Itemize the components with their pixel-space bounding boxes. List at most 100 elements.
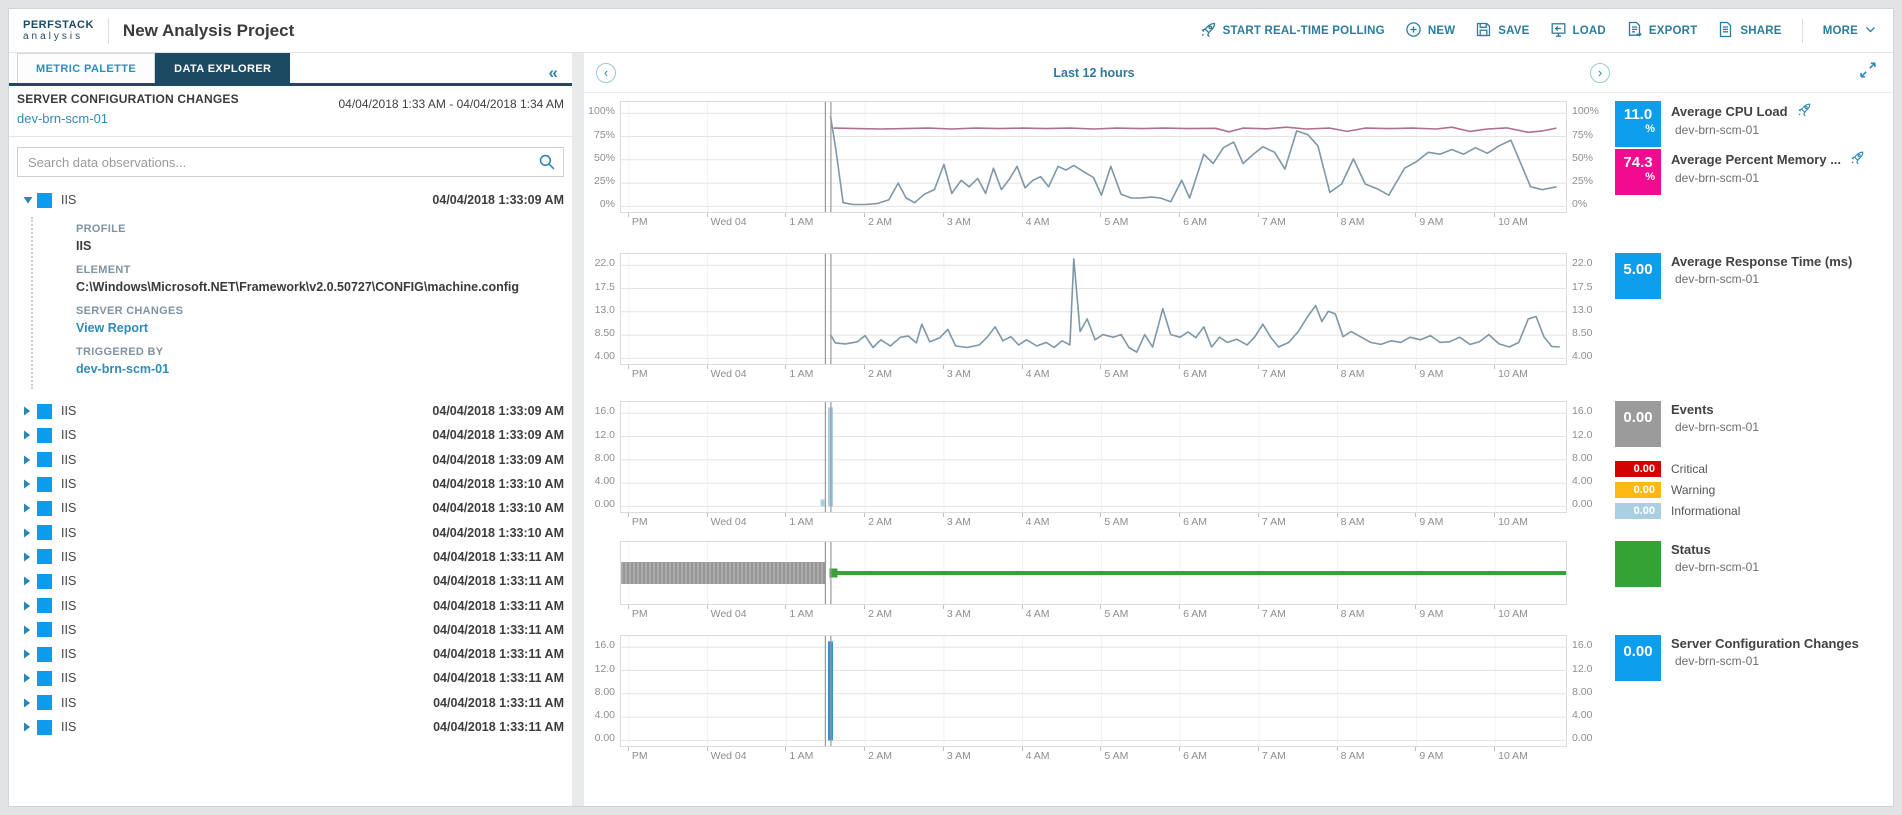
header-divider <box>107 17 109 44</box>
next-time-button[interactable]: › <box>1590 62 1610 83</box>
metric-type-icon <box>37 695 52 711</box>
save-icon <box>1475 21 1492 41</box>
observation-label: IIS <box>61 525 77 540</box>
new-button[interactable]: NEW <box>1405 21 1455 41</box>
caret-right-icon[interactable] <box>23 722 37 732</box>
observation-row[interactable]: IIS 04/04/2018 1:33:11 AM <box>9 642 572 666</box>
observation-row[interactable]: IIS 04/04/2018 1:33:11 AM <box>9 691 572 715</box>
legend-entry[interactable]: 0.00 Events dev-brn-scm-01 <box>1615 401 1893 447</box>
x-axis-label: 6 AM <box>1183 750 1208 762</box>
observation-row[interactable]: IIS 04/04/2018 1:33:09 AM <box>9 448 572 472</box>
observation-row[interactable]: IIS 04/04/2018 1:33:09 AM <box>9 399 572 423</box>
chart-canvas[interactable] <box>621 254 1566 364</box>
save-button[interactable]: SAVE <box>1475 21 1529 41</box>
entity-link[interactable]: dev-brn-scm-01 <box>17 111 109 126</box>
x-axis-label: Wed 04 <box>710 608 747 620</box>
toolbar-label: SAVE <box>1498 24 1530 37</box>
plus-circle-icon <box>1405 21 1422 41</box>
status-segment-unknown[interactable] <box>621 562 826 584</box>
caret-right-icon[interactable] <box>23 576 37 586</box>
caret-down-icon[interactable] <box>23 196 37 205</box>
caret-right-icon[interactable] <box>23 479 37 489</box>
legend-subentry: 0.00 Informational <box>1615 503 1893 519</box>
caret-right-icon[interactable] <box>23 430 37 440</box>
legend-entry[interactable]: 0.00 Server Configuration Changes dev-br… <box>1615 635 1893 681</box>
metric-type-icon <box>37 403 52 419</box>
tab-metric-palette[interactable]: METRIC PALETTE <box>17 53 156 83</box>
export-button[interactable]: EXPORT <box>1626 21 1698 41</box>
caret-right-icon[interactable] <box>23 528 37 538</box>
x-axis-label: 9 AM <box>1419 750 1444 762</box>
observation-timestamp: 04/04/2018 1:33:11 AM <box>433 622 564 637</box>
observation-row[interactable]: IIS 04/04/2018 1:33:11 AM <box>9 618 572 642</box>
x-axis-tick <box>942 213 944 217</box>
observation-row-expanded[interactable]: IIS 04/04/2018 1:33:09 AM <box>9 187 572 213</box>
more-button[interactable]: MORE <box>1823 23 1877 39</box>
observation-row[interactable]: IIS 04/04/2018 1:33:11 AM <box>9 569 572 593</box>
start-realtime-polling-button[interactable]: START REAL-TIME POLLING <box>1200 21 1385 41</box>
caret-right-icon[interactable] <box>23 625 37 635</box>
status-segment-up[interactable] <box>830 571 1566 575</box>
observation-row[interactable]: IIS 04/04/2018 1:33:10 AM <box>9 472 572 496</box>
x-axis-label: 6 AM <box>1183 368 1208 380</box>
observation-row[interactable]: IIS 04/04/2018 1:33:10 AM <box>9 520 572 544</box>
y-axis-label: 8.00 <box>594 451 615 464</box>
chart-series-line[interactable] <box>829 258 1560 353</box>
legend-value-badge: 0.00 <box>1615 401 1661 447</box>
caret-right-icon[interactable] <box>23 406 37 416</box>
chart-canvas[interactable] <box>621 636 1566 746</box>
legend-entry[interactable]: Status dev-brn-scm-01 <box>1615 541 1893 587</box>
y-axis-label: 4.00 <box>594 350 615 363</box>
chart-bar[interactable] <box>820 499 825 507</box>
caret-right-icon[interactable] <box>23 503 37 513</box>
chart-series-line[interactable] <box>833 126 1557 134</box>
legend-value-badge: 0.00 <box>1615 635 1661 681</box>
observation-row[interactable]: IIS 04/04/2018 1:33:11 AM <box>9 593 572 617</box>
x-axis-tick <box>706 213 708 217</box>
prev-time-button[interactable]: ‹ <box>596 62 616 83</box>
field-label: SERVER CHANGES <box>76 305 184 317</box>
observation-row[interactable]: IIS 04/04/2018 1:33:11 AM <box>9 666 572 690</box>
x-axis-label: 8 AM <box>1340 750 1365 762</box>
x-axis-label: 9 AM <box>1419 216 1444 228</box>
collapse-panel-button[interactable]: « <box>548 63 558 82</box>
section-title: SERVER CONFIGURATION CHANGES <box>17 92 239 106</box>
triggered-by-link[interactable]: dev-brn-scm-01 <box>76 362 170 376</box>
caret-right-icon[interactable] <box>23 698 37 708</box>
observation-timestamp: 04/04/2018 1:33:11 AM <box>433 647 564 662</box>
field-label: TRIGGERED BY <box>76 346 164 358</box>
tab-data-explorer[interactable]: DATA EXPLORER <box>155 53 291 83</box>
chart-series-line[interactable] <box>829 115 1557 206</box>
share-button[interactable]: SHARE <box>1717 21 1781 41</box>
view-report-link[interactable]: View Report <box>76 321 149 335</box>
caret-right-icon[interactable] <box>23 649 37 659</box>
chart-canvas[interactable] <box>621 102 1566 212</box>
search-input[interactable] <box>17 147 564 177</box>
caret-right-icon[interactable] <box>23 552 37 562</box>
caret-right-icon[interactable] <box>23 673 37 683</box>
caret-right-icon[interactable] <box>23 455 37 465</box>
observation-row[interactable]: IIS 04/04/2018 1:33:11 AM <box>9 715 572 739</box>
caret-right-icon[interactable] <box>23 601 37 611</box>
field-label: PROFILE <box>76 223 126 235</box>
search-icon[interactable] <box>538 153 556 176</box>
legend-entry[interactable]: 74.3% Average Percent Memory ... dev-brn… <box>1615 149 1893 195</box>
chart-canvas[interactable] <box>621 402 1566 512</box>
observation-row[interactable]: IIS 04/04/2018 1:33:11 AM <box>9 545 572 569</box>
y-axis-label: 12.0 <box>1572 428 1593 441</box>
expand-icon[interactable] <box>1859 61 1877 84</box>
share-icon <box>1717 21 1734 41</box>
x-axis-tick <box>1100 747 1102 751</box>
x-axis-tick <box>1336 747 1338 751</box>
legend-entry[interactable]: 11.0% Average CPU Load dev-brn-scm-01 <box>1615 101 1893 147</box>
y-axis-label: 4.00 <box>1572 350 1593 363</box>
y-axis-label: 13.0 <box>1572 303 1593 316</box>
legend-entry[interactable]: 5.00 Average Response Time (ms) dev-brn-… <box>1615 253 1893 299</box>
x-axis-label: 8 AM <box>1340 608 1365 620</box>
legend-unit: % <box>1645 171 1655 183</box>
observation-row[interactable]: IIS 04/04/2018 1:33:10 AM <box>9 496 572 520</box>
chart-canvas[interactable] <box>621 542 1566 604</box>
time-range-label: Last 12 hours <box>1053 65 1135 80</box>
observation-row[interactable]: IIS 04/04/2018 1:33:09 AM <box>9 423 572 447</box>
load-button[interactable]: LOAD <box>1550 21 1606 41</box>
